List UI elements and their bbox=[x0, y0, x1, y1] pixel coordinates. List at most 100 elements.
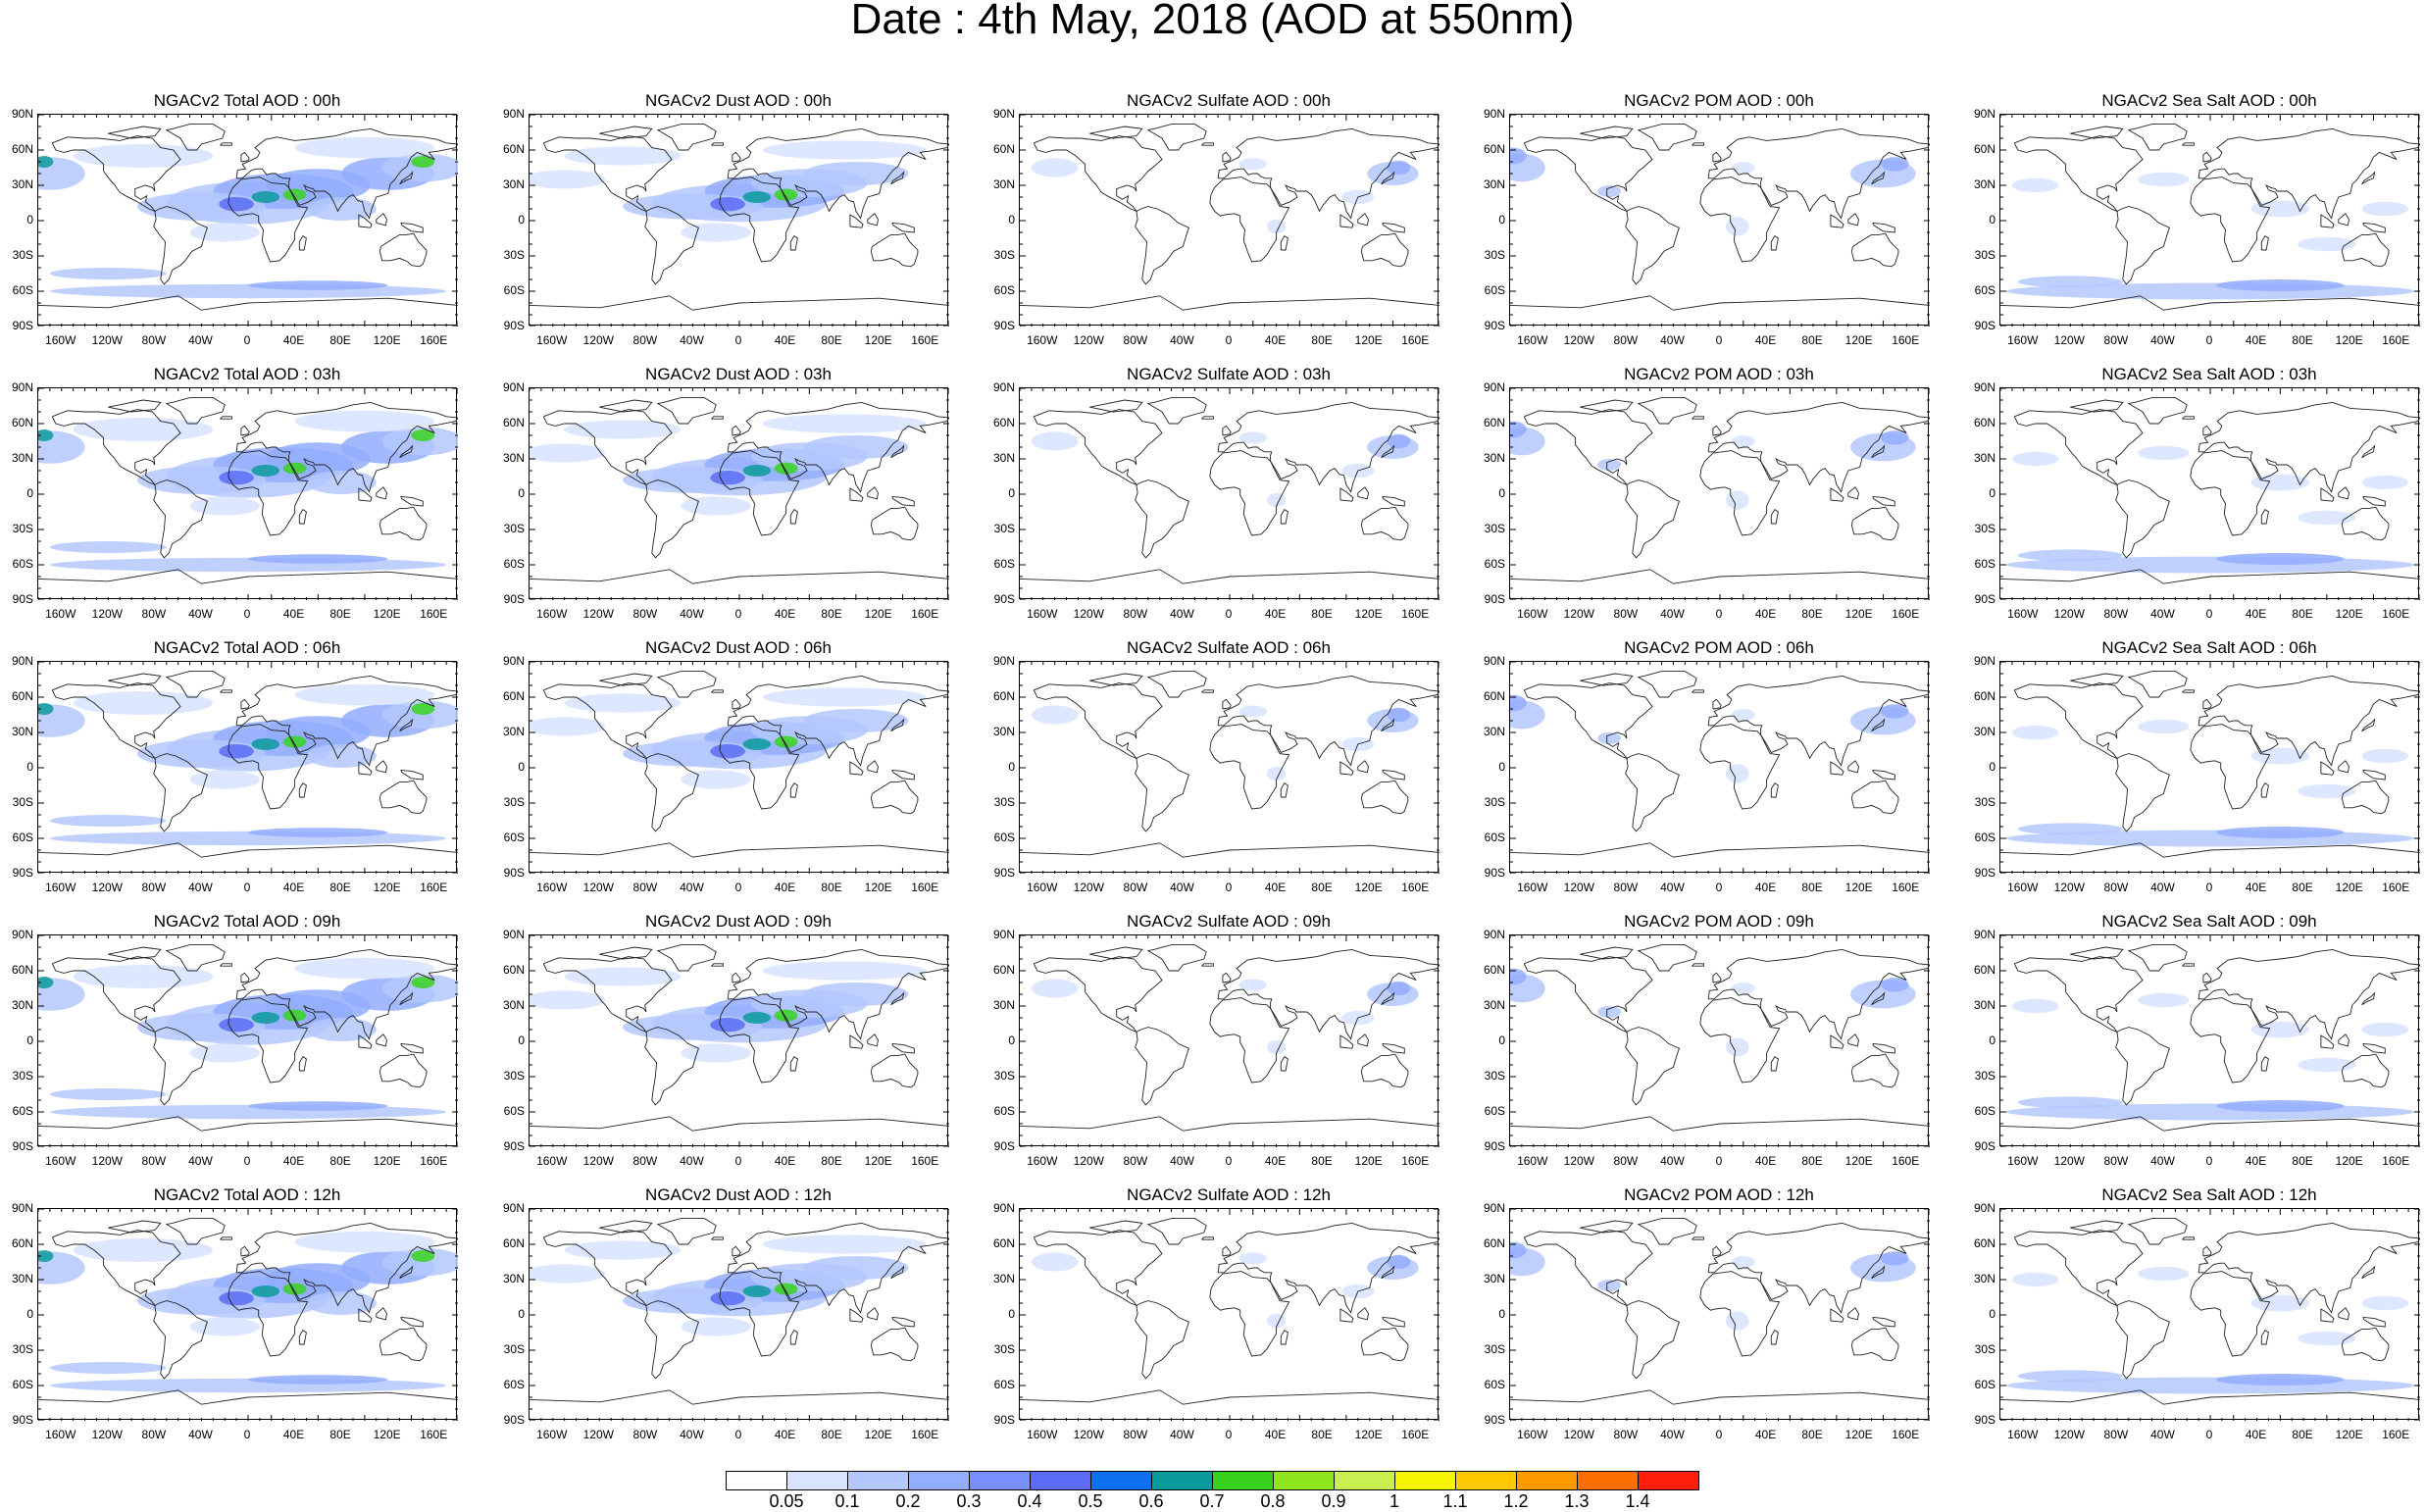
lon-tick-label: 120E bbox=[864, 607, 892, 621]
colorbar-label: 1.1 bbox=[1442, 1491, 1468, 1511]
lon-tick-label: 80W bbox=[2103, 607, 2129, 621]
coastline bbox=[153, 206, 208, 285]
lat-tick-label: 60N bbox=[992, 963, 1015, 977]
aod-field bbox=[774, 188, 798, 201]
aod-field bbox=[38, 703, 54, 715]
aod-field bbox=[251, 738, 280, 750]
coastline bbox=[220, 1236, 232, 1240]
aod-field bbox=[381, 153, 458, 182]
coastline bbox=[51, 409, 181, 486]
coastline bbox=[2320, 1308, 2335, 1323]
lon-tick-label: 80E bbox=[1801, 1428, 1823, 1441]
lat-tick-label: 30S bbox=[503, 1069, 525, 1083]
map-plot bbox=[530, 115, 949, 327]
lon-tick-label: 120E bbox=[2335, 1154, 2363, 1168]
lat-tick-label: 90N bbox=[1973, 107, 1996, 121]
lon-tick-label: 40E bbox=[1754, 607, 1777, 621]
lat-tick-label: 30S bbox=[1974, 1342, 1996, 1356]
lon-tick-label: 80W bbox=[1613, 1428, 1639, 1441]
aod-field bbox=[762, 414, 927, 433]
coastline bbox=[2260, 234, 2269, 251]
coastline bbox=[1637, 397, 1697, 425]
lat-tick-label: 0 bbox=[26, 1033, 33, 1047]
lon-tick-label: 160W bbox=[536, 1428, 568, 1441]
aod-field bbox=[49, 268, 167, 279]
lon-tick-label: 0 bbox=[2205, 1154, 2213, 1168]
lat-tick-label: 0 bbox=[1008, 486, 1015, 500]
panel-title: NGACv2 Sulfate AOD : 00h bbox=[1127, 91, 1331, 110]
coastline bbox=[1381, 718, 1395, 732]
coastline bbox=[789, 508, 798, 525]
aod-field bbox=[1510, 1241, 1527, 1259]
coastline bbox=[1135, 1300, 1189, 1380]
lat-tick-label: 30S bbox=[12, 795, 33, 809]
panel-title: NGACv2 Total AOD : 12h bbox=[153, 1185, 341, 1204]
lat-tick-label: 60S bbox=[993, 1378, 1015, 1391]
lon-tick-label: 120W bbox=[1563, 881, 1595, 894]
coastline bbox=[656, 944, 717, 972]
lon-tick-label: 40W bbox=[188, 881, 213, 894]
aod-field bbox=[251, 1012, 280, 1024]
aod-field bbox=[219, 197, 254, 212]
lat-tick-label: 60N bbox=[11, 1236, 33, 1250]
lon-tick-label: 0 bbox=[243, 607, 251, 621]
lat-tick-label: 60N bbox=[992, 1236, 1015, 1250]
aod-field bbox=[1510, 694, 1527, 712]
lat-tick-label: 0 bbox=[1008, 1307, 1015, 1321]
coastline bbox=[2338, 213, 2349, 227]
coastline bbox=[1146, 671, 1207, 698]
lat-tick-label: 0 bbox=[1498, 1033, 1505, 1047]
lon-tick-label: 40W bbox=[1170, 881, 1194, 894]
lon-tick-label: 120E bbox=[1354, 881, 1383, 894]
coastline bbox=[867, 1033, 879, 1047]
aod-field bbox=[306, 1018, 377, 1041]
colorbar-swatch bbox=[1090, 1471, 1152, 1490]
lat-tick-label: 90N bbox=[992, 928, 1015, 941]
map-plot bbox=[38, 662, 458, 874]
colorbar-label: 1.4 bbox=[1625, 1491, 1650, 1511]
panel-title: NGACv2 Dust AOD : 09h bbox=[645, 912, 832, 931]
lon-tick-label: 160W bbox=[1517, 1154, 1548, 1168]
coastline bbox=[727, 401, 949, 493]
coastline bbox=[1699, 176, 1781, 263]
colorbar-label: 0.05 bbox=[769, 1491, 804, 1511]
aod-field bbox=[803, 162, 909, 185]
coastline bbox=[2115, 753, 2170, 832]
lon-tick-label: 120E bbox=[1844, 1154, 1873, 1168]
panel-title: NGACv2 Sea Salt AOD : 12h bbox=[2101, 1185, 2317, 1204]
aod-field bbox=[564, 693, 682, 713]
coastline bbox=[890, 991, 905, 1006]
coastline bbox=[1201, 963, 1214, 967]
lat-tick-label: 60N bbox=[502, 1236, 525, 1250]
lon-tick-label: 120E bbox=[1844, 607, 1873, 621]
aod-field bbox=[2250, 200, 2309, 218]
coastline bbox=[1280, 1329, 1288, 1345]
lat-tick-label: 0 bbox=[1498, 486, 1505, 500]
coastline bbox=[727, 127, 949, 220]
lon-tick-label: 120W bbox=[1563, 1428, 1595, 1441]
coastline bbox=[1217, 127, 1440, 220]
lon-tick-label: 160E bbox=[420, 607, 448, 621]
coastline bbox=[1381, 444, 1395, 459]
coastline bbox=[1712, 972, 1722, 983]
aod-field bbox=[710, 197, 745, 212]
lat-tick-label: 30N bbox=[1973, 451, 1996, 465]
lon-tick-label: 160E bbox=[1892, 1428, 1920, 1441]
map-panel bbox=[1999, 387, 2420, 600]
coastline bbox=[1712, 151, 1722, 163]
coastline bbox=[1523, 135, 1653, 213]
panel-title: NGACv2 POM AOD : 12h bbox=[1624, 1185, 1814, 1204]
coastline bbox=[1339, 214, 1354, 228]
lon-tick-label: 0 bbox=[734, 333, 742, 347]
lat-tick-label: 0 bbox=[26, 1307, 33, 1321]
lat-tick-label: 90N bbox=[992, 380, 1015, 394]
coastline bbox=[2202, 425, 2212, 436]
aod-field bbox=[2138, 1266, 2190, 1282]
aod-field bbox=[219, 471, 254, 485]
coastline bbox=[358, 1308, 373, 1323]
aod-field bbox=[774, 462, 798, 475]
coastline bbox=[2127, 124, 2188, 151]
coastline bbox=[240, 972, 250, 983]
coastline bbox=[1089, 1220, 1143, 1234]
lon-tick-label: 160W bbox=[1027, 333, 1058, 347]
